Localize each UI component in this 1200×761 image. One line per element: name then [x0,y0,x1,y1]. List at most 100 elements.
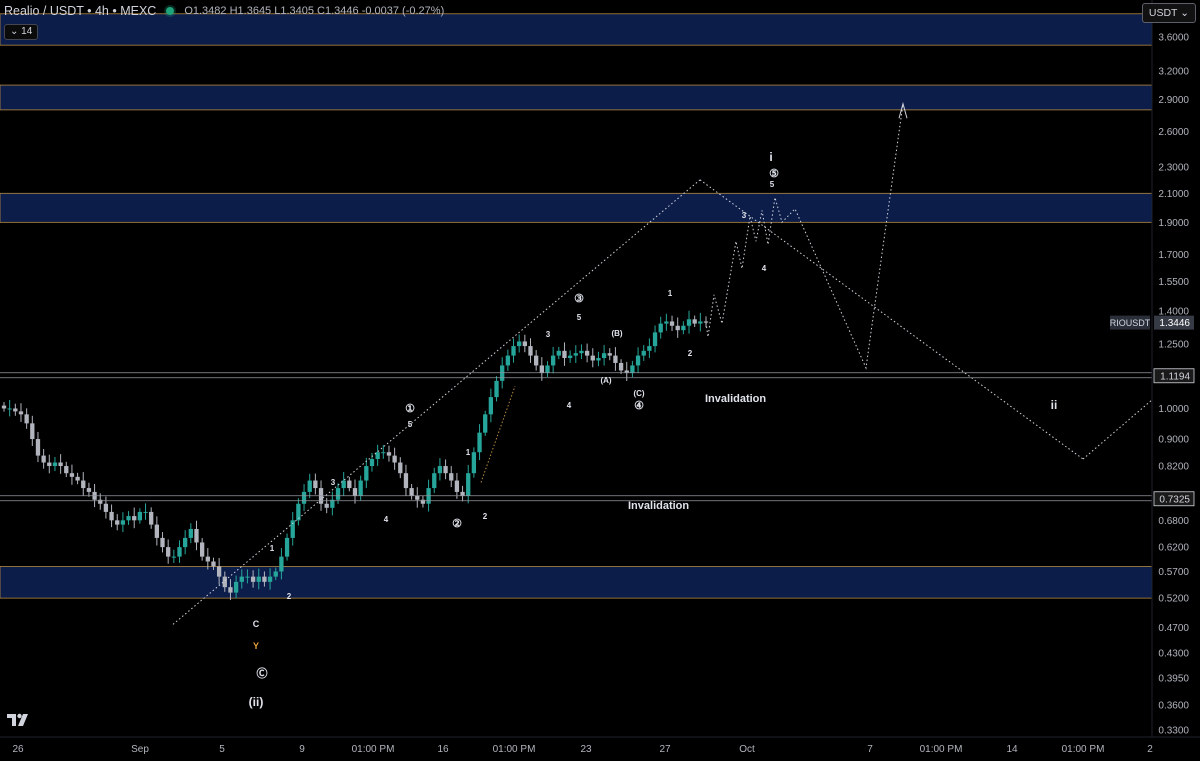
wave-label: 2 [287,592,292,601]
candle-body [618,362,624,371]
tradingview-logo-icon [7,713,28,726]
wave-label: 3 [546,330,551,339]
candle [641,345,646,361]
candle-body [330,499,335,508]
candle [211,557,216,570]
candle-body [52,462,58,467]
candle [41,448,46,469]
candle-body [284,537,290,557]
symbol-tag [1110,315,1150,330]
candle [403,464,409,496]
candle-body [562,350,567,359]
candle [505,349,511,371]
wave-label: (B) [611,329,622,338]
candle [483,410,488,436]
candle-body [324,503,329,508]
wave-label: 4 [384,515,389,524]
candle-body [7,408,12,410]
candle-body [601,353,607,359]
candle-body [443,466,448,474]
candle-body [81,480,86,489]
candle [222,571,227,592]
price-axis-label: 1.5500 [1158,277,1189,288]
wave-label: 1 [466,448,471,457]
chart-header: Realio / USDT • 4h • MEXC O1.3482 H1.364… [4,4,444,18]
price-axis-label: 0.9000 [1158,435,1189,446]
candle [239,569,244,589]
indicator-collapse-button[interactable]: ⌄ 14 [4,24,39,40]
price-axis-label: 2.9000 [1158,95,1189,106]
candle-body [511,346,516,356]
candle-body [647,346,652,351]
trendline-resistance [699,179,1084,460]
currency-selector[interactable]: USDT ⌄ [1141,3,1196,23]
price-level-label: 0.7325 [1159,494,1190,505]
candle-body [245,576,250,578]
candle [103,496,109,519]
candle [233,575,239,599]
projection-arrowhead [898,101,908,119]
impulse-arrow [480,385,516,483]
candle [477,424,482,461]
candle-body [216,566,222,577]
candle [115,514,120,531]
price-level-label: 1.1194 [1160,371,1190,382]
candle [675,317,680,338]
candle-body [30,423,35,440]
candle-body [403,473,409,489]
candle [449,466,454,488]
chevron-down-icon: ⌄ [1180,7,1189,19]
candle-body [341,480,346,489]
candle [307,473,312,499]
candle-body [109,511,114,521]
wave-label: 5 [770,180,775,189]
time-axis-label: 16 [437,744,449,755]
candle-body [335,488,341,500]
candle [664,313,669,331]
candle-body [369,459,375,467]
candle-body [652,332,658,347]
wave-label: ① [405,403,415,415]
candle [313,473,318,495]
candle [177,540,182,563]
candle-body [460,491,465,496]
candle-body [262,576,267,582]
candle-body [528,346,533,356]
candle-body [703,321,709,323]
candle [596,351,601,367]
time-axis-label: 01:00 PM [352,744,395,755]
wave-label: 2 [483,512,488,521]
candle [381,445,386,459]
candle [573,345,578,363]
price-axis-label: 2.6000 [1158,127,1189,138]
candle [613,347,618,371]
candle-body [658,323,663,333]
candle [460,485,465,502]
candle [86,482,92,497]
candle [199,538,205,561]
wave-label: (A) [600,376,611,385]
price-axis-label: 1.2500 [1158,339,1189,350]
candle [420,495,426,508]
candle [528,338,533,363]
price-axis-label: 3.2000 [1158,67,1189,78]
candle-body [386,452,392,456]
candle-body [171,556,176,558]
price-axis-label: 0.3950 [1158,673,1189,684]
candle-body [437,466,443,474]
candle-body [471,452,477,474]
candle-body [347,480,352,489]
candle [550,347,556,374]
candle-body [296,503,301,521]
candle [579,344,584,360]
candle-body [505,355,511,366]
candle-body [635,355,641,366]
candle [284,533,290,561]
price-axis-label: 1.4000 [1158,306,1189,317]
candle-body [539,365,544,374]
candle-body [228,587,233,593]
symbol-title[interactable]: Realio / USDT • 4h • MEXC [4,4,157,18]
candle [13,403,18,416]
projection-path [705,103,904,370]
